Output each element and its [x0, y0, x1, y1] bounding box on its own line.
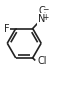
Text: N: N [38, 14, 45, 24]
Text: F: F [4, 24, 10, 34]
Text: C: C [38, 6, 45, 16]
Text: Cl: Cl [38, 56, 47, 66]
Text: −: − [42, 5, 49, 14]
Text: +: + [42, 13, 49, 22]
